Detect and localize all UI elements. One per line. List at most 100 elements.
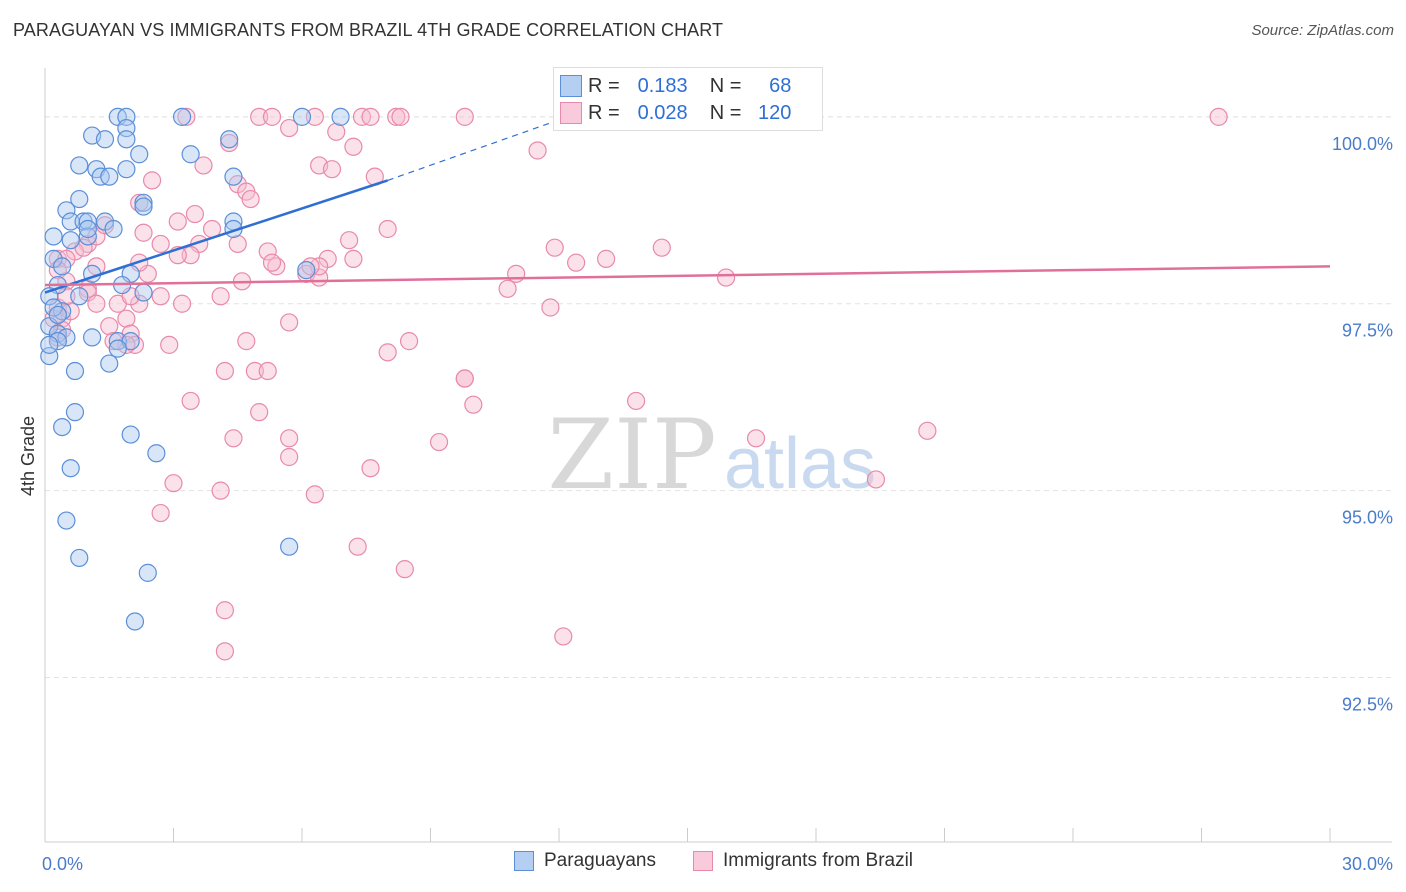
- legend-label-immigrants-from-brazil: Immigrants from Brazil: [723, 850, 914, 871]
- watermark-atlas: atlas: [724, 424, 876, 504]
- legend-n-label: N =: [709, 74, 742, 97]
- data-point-brazil: [918, 421, 937, 440]
- data-point-brazil: [168, 212, 187, 231]
- data-point-brazil: [87, 294, 106, 313]
- data-point-paraguayans: [117, 130, 136, 149]
- data-point-paraguayans: [70, 189, 89, 209]
- data-point-brazil: [340, 231, 359, 250]
- data-point-paraguayans: [57, 511, 76, 530]
- trend-lines: [44, 116, 1331, 294]
- trend-line-brazil: [44, 265, 1331, 287]
- data-point-brazil: [262, 253, 282, 272]
- data-point-brazil: [258, 242, 277, 261]
- data-point-paraguayans: [172, 107, 192, 126]
- data-point-paraguayans: [70, 287, 89, 306]
- data-point-brazil: [528, 141, 547, 160]
- data-point-paraguayans: [57, 201, 76, 220]
- data-point-brazil: [1209, 107, 1228, 126]
- data-point-paraguayans: [104, 219, 123, 239]
- data-point-brazil: [228, 234, 247, 254]
- chart-source: Source: ZipAtlas.com: [1251, 22, 1394, 39]
- y-tick-label: 97.5%: [1342, 321, 1393, 341]
- data-point-paraguayans: [78, 219, 97, 239]
- y-tick-label: 92.5%: [1342, 695, 1393, 715]
- data-point-brazil: [344, 137, 363, 156]
- legend-swatch-paraguayans: [514, 851, 534, 871]
- data-point-paraguayans: [108, 332, 127, 351]
- data-point-paraguayans: [224, 167, 243, 186]
- data-point-brazil: [224, 429, 243, 448]
- data-point-brazil: [250, 107, 269, 126]
- data-point-paraguayans: [130, 145, 149, 164]
- data-point-paraguayans: [70, 548, 89, 568]
- data-point-paraguayans: [44, 227, 63, 246]
- x-tick-label: 0.0%: [42, 854, 83, 874]
- data-point-brazil: [215, 642, 234, 661]
- data-point-paraguayans: [125, 612, 145, 631]
- data-point-brazil: [160, 335, 179, 354]
- data-point-brazil: [211, 481, 230, 500]
- data-point-brazil: [498, 279, 517, 298]
- data-point-brazil: [429, 432, 449, 452]
- data-point-brazil: [464, 395, 483, 414]
- axis-labels: 92.5% 95.0% 97.5% 100.0% 0.0% 30.0% 4th Grade: [18, 134, 1393, 874]
- data-point-paraguayans: [117, 160, 136, 179]
- data-point-brazil: [245, 361, 264, 381]
- legend-row-paraguayans: R = 0.183 N = 68: [560, 74, 792, 98]
- legend-label-paraguayans: Paraguayans: [544, 850, 656, 871]
- legend-item-immigrants-from-brazil[interactable]: Immigrants from Brazil: [693, 850, 913, 872]
- data-point-paraguayans: [65, 361, 85, 381]
- legend-r-label: R =: [588, 101, 620, 124]
- data-point-paraguayans: [297, 261, 316, 280]
- legend-n-value: 68: [769, 74, 792, 97]
- data-point-brazil: [215, 601, 234, 620]
- data-point-paraguayans: [61, 459, 80, 478]
- data-point-brazil: [100, 317, 119, 336]
- data-point-brazil: [280, 118, 299, 138]
- trend-line-paraguayans: [44, 179, 389, 294]
- data-point-brazil: [181, 391, 200, 411]
- data-point-paraguayans: [53, 417, 72, 437]
- data-point-brazil: [507, 264, 526, 283]
- series-legend: Paraguayans Immigrants from Brazil: [0, 850, 1406, 880]
- data-point-paraguayans: [95, 130, 115, 149]
- y-tick-label: 95.0%: [1342, 508, 1393, 528]
- data-point-paraguayans: [61, 231, 80, 250]
- data-point-paraguayans: [83, 328, 102, 347]
- data-point-brazil: [185, 204, 205, 224]
- data-point-brazil: [142, 171, 162, 190]
- data-point-brazil: [181, 246, 200, 265]
- legend-item-paraguayans[interactable]: Paraguayans: [514, 850, 656, 872]
- chart-title: PARAGUAYAN VS IMMIGRANTS FROM BRAZIL 4TH…: [13, 20, 724, 40]
- data-point-paraguayans: [147, 444, 166, 463]
- data-point-brazil: [545, 238, 564, 257]
- data-point-paraguayans: [100, 354, 119, 373]
- data-point-paraguayans: [181, 145, 200, 164]
- data-point-brazil: [391, 107, 410, 126]
- data-point-brazil: [746, 429, 766, 448]
- legend-n-value: 120: [758, 101, 792, 124]
- data-point-paraguayans: [40, 335, 59, 354]
- data-point-paraguayans: [220, 130, 239, 149]
- data-point-brazil: [344, 249, 363, 268]
- data-point-brazil: [378, 219, 397, 239]
- data-point-brazil: [250, 403, 269, 422]
- data-point-brazil: [215, 361, 234, 381]
- data-point-paraguayans: [48, 305, 67, 325]
- legend-n-label: N =: [709, 101, 742, 124]
- data-point-paraguayans: [331, 107, 350, 126]
- data-point-brazil: [348, 537, 367, 556]
- data-point-brazil: [280, 313, 299, 332]
- data-point-paraguayans: [78, 227, 97, 246]
- data-point-brazil: [361, 459, 380, 478]
- data-point-brazil: [395, 560, 414, 579]
- data-point-brazil: [554, 627, 573, 646]
- data-point-brazil: [361, 107, 380, 126]
- watermark-zip: ZIP: [547, 399, 716, 511]
- data-point-brazil: [322, 160, 342, 179]
- data-point-brazil: [151, 503, 170, 523]
- data-point-brazil: [177, 107, 196, 126]
- data-point-paraguayans: [53, 257, 72, 276]
- data-point-brazil: [455, 369, 474, 388]
